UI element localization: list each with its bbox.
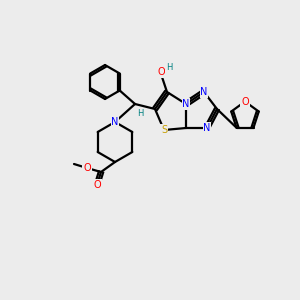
Text: N: N [203, 123, 211, 133]
Text: O: O [157, 67, 165, 77]
Text: N: N [200, 87, 208, 97]
Text: H: H [137, 109, 143, 118]
Text: S: S [161, 125, 167, 135]
Text: O: O [241, 97, 249, 106]
Text: O: O [83, 163, 91, 173]
Text: O: O [93, 180, 101, 190]
Text: N: N [182, 99, 190, 109]
Text: H: H [166, 62, 172, 71]
Text: N: N [111, 117, 119, 127]
